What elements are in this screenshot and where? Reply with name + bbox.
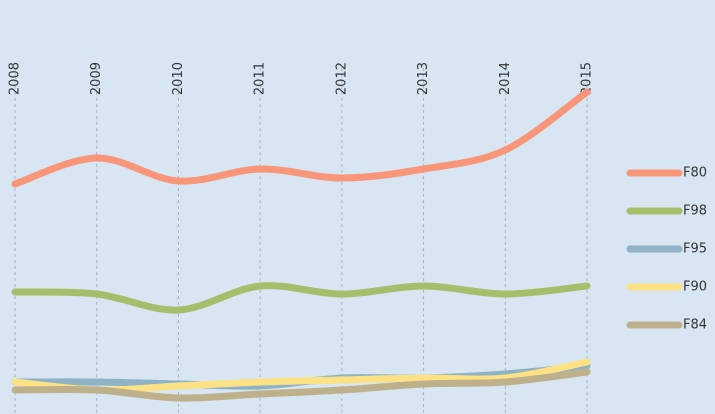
x-tick-label: 2015 [580,62,595,95]
legend-label: F98 [683,204,707,219]
series-line [11,88,591,188]
x-tick-label: 2012 [334,62,349,95]
legend-label: F84 [683,318,707,333]
series-line [11,282,591,314]
x-tick-label: 2011 [253,62,268,95]
series-line [11,368,591,402]
legend-label: F80 [683,166,707,181]
legend-label: F95 [683,242,707,257]
x-tick-label: 2014 [498,62,513,95]
x-tick-label: 2008 [8,62,23,95]
x-tick-label: 2010 [171,62,186,95]
legend-label: F90 [683,280,707,295]
series-line [11,358,591,394]
x-tick-label: 2013 [416,62,431,95]
x-tick-label: 2009 [89,62,104,95]
